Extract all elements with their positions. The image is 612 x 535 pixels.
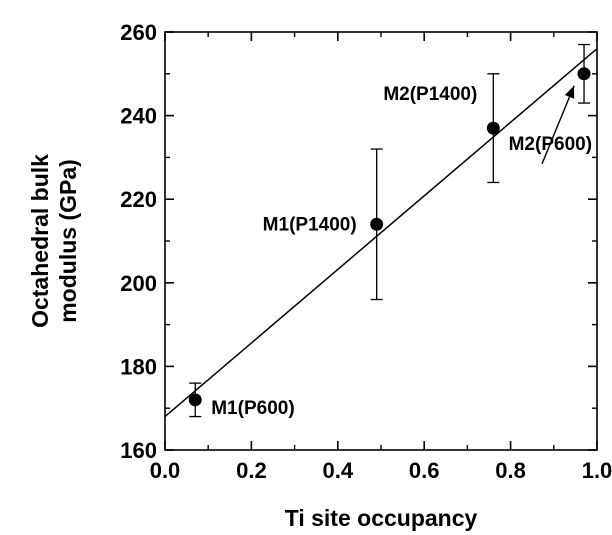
point-label: M2(P1400) <box>383 84 477 105</box>
y-tick-label: 220 <box>120 187 157 212</box>
data-points <box>188 43 591 418</box>
x-tick-label: 0.2 <box>236 458 267 483</box>
y-tick-label: 160 <box>120 438 157 463</box>
ticks <box>164 31 598 451</box>
x-tick-label: 0.4 <box>323 458 354 483</box>
y-tick-label: 180 <box>120 354 157 379</box>
y-tick-label: 260 <box>120 20 157 45</box>
x-axis-title: Ti site occupancy <box>285 505 478 531</box>
annotation-arrow-head <box>564 85 575 99</box>
point-label: M1(P600) <box>211 398 294 419</box>
annotations <box>541 85 575 165</box>
point-label: M1(P1400) <box>263 214 357 235</box>
point-labels: M1(P600)M1(P1400)M2(P1400)M2(P600) <box>211 84 592 419</box>
data-point <box>577 67 591 81</box>
x-tick-label: 0.6 <box>409 458 440 483</box>
data-point <box>370 217 384 231</box>
fit-line <box>164 48 598 418</box>
y-axis-title-line-2: modulus (GPa) <box>55 159 81 323</box>
tick-labels: 0.0 0.2 0.4 0.6 0.8 1.0 160 180 200 220 240 260 <box>120 20 612 483</box>
fit-line-group <box>164 48 598 418</box>
x-tick-label: 0.8 <box>495 458 526 483</box>
y-tick-label: 200 <box>120 271 157 296</box>
data-point <box>486 121 500 135</box>
data-point <box>188 393 202 407</box>
plot-frame <box>164 31 598 451</box>
x-tick-label: 0.0 <box>150 458 181 483</box>
x-tick-label: 1.0 <box>582 458 612 483</box>
y-axis-title-line-1: Octahedral bulk <box>27 154 53 328</box>
annotation-arrow-shaft <box>541 85 575 165</box>
y-tick-label: 240 <box>120 104 157 129</box>
